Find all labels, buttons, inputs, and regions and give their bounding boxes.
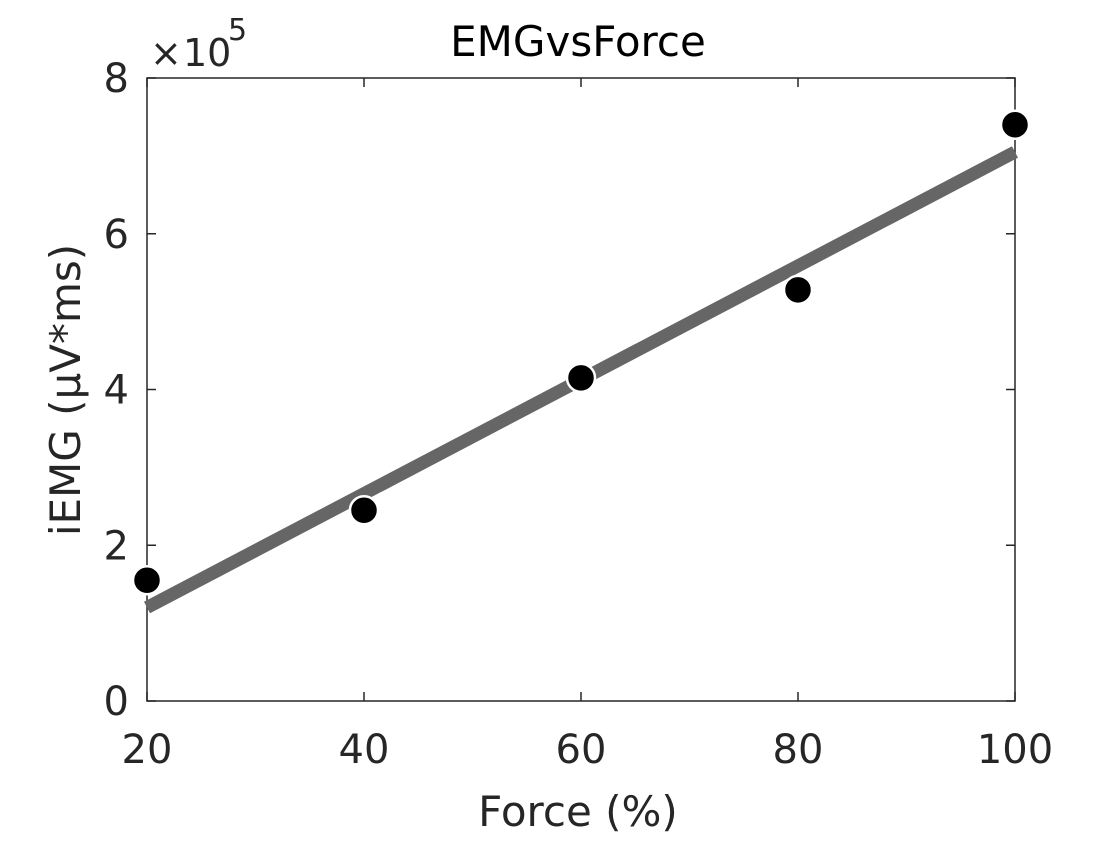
data-point-4: [999, 109, 1031, 140]
y-exponent-label: × 10 5: [150, 13, 247, 75]
tick-labels: 20 40 60 80 100 0 2 4 6 8: [104, 56, 1054, 773]
chart-title: EMGvsForce: [450, 17, 706, 66]
data-point-1: [348, 494, 380, 526]
x-tick-label-2: 60: [556, 727, 607, 773]
data-point-0: [131, 565, 163, 596]
data-point-3: [782, 274, 814, 306]
y-tick-label-2: 4: [104, 368, 129, 414]
y-tick-label-1: 2: [104, 523, 129, 569]
marks: [131, 109, 1031, 614]
x-tick-label-0: 20: [122, 727, 173, 773]
data-point-2: [565, 362, 597, 394]
y-exponent-power: 5: [228, 13, 247, 48]
y-tick-label-4: 8: [104, 56, 129, 102]
y-exponent-prefix: ×: [150, 31, 182, 75]
y-axis-title: iEMG (μV*ms): [41, 244, 90, 536]
x-tick-label-1: 40: [339, 727, 390, 773]
x-axis-title: Force (%): [478, 787, 678, 836]
x-tick-label-3: 80: [773, 727, 824, 773]
y-exponent-base: 10: [183, 31, 231, 75]
y-tick-label-0: 0: [104, 679, 129, 725]
x-tick-label-4: 100: [977, 727, 1053, 773]
ticks: [146, 77, 1016, 702]
y-tick-label-3: 6: [104, 212, 129, 258]
